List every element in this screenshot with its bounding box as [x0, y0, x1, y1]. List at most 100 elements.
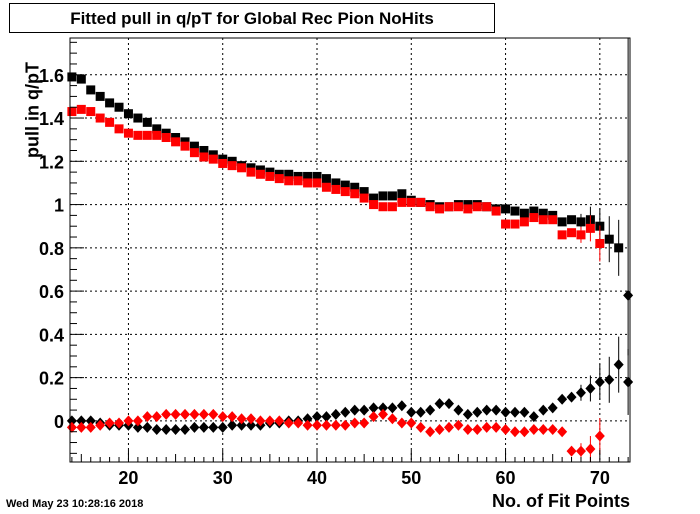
data-point	[331, 178, 341, 188]
chart-title: Fitted pull in q/pT for Global Rec Pion …	[70, 9, 434, 28]
data-point	[152, 130, 162, 140]
data-point	[538, 424, 549, 436]
data-point	[86, 107, 96, 117]
data-point	[246, 413, 257, 425]
data-point	[208, 154, 218, 164]
data-point	[255, 415, 266, 427]
data-point	[369, 200, 379, 210]
data-point	[255, 169, 265, 179]
data-point	[453, 419, 464, 431]
plot-frame	[69, 37, 631, 463]
data-point	[519, 208, 529, 218]
data-point	[284, 169, 294, 179]
data-point	[105, 98, 115, 108]
data-point	[547, 424, 558, 436]
data-point	[340, 180, 350, 190]
data-point	[519, 217, 529, 227]
data-point	[312, 419, 323, 431]
data-point	[189, 141, 199, 151]
data-point	[236, 413, 247, 425]
data-point	[302, 419, 313, 431]
data-point	[133, 130, 143, 140]
data-point	[227, 411, 238, 423]
y-tick-label: 0.8	[39, 239, 64, 259]
data-point	[472, 424, 483, 436]
data-point	[557, 230, 567, 240]
data-point	[303, 171, 313, 181]
data-point	[435, 204, 445, 214]
data-point	[340, 187, 350, 197]
data-point	[434, 424, 445, 436]
data-point	[397, 197, 407, 207]
data-point	[567, 228, 577, 238]
data-point	[387, 191, 397, 201]
data-point	[406, 406, 417, 418]
data-point	[443, 421, 454, 433]
data-point	[227, 161, 237, 171]
data-point	[472, 406, 483, 418]
y-tick-label: 0.6	[39, 282, 64, 302]
data-point	[368, 402, 379, 414]
data-point	[614, 243, 624, 253]
data-point	[396, 417, 407, 429]
data-point	[566, 445, 577, 457]
data-point	[114, 124, 124, 134]
data-point	[585, 443, 596, 455]
data-point	[462, 408, 473, 420]
y-tick-label: 0.2	[39, 369, 64, 389]
data-point	[161, 133, 171, 143]
data-point	[283, 417, 294, 429]
data-point	[67, 72, 77, 82]
data-point	[85, 415, 96, 427]
data-point	[538, 208, 548, 218]
grid-lines	[70, 38, 630, 462]
data-point	[274, 174, 284, 184]
data-point	[161, 424, 172, 436]
data-point	[312, 171, 322, 181]
data-point	[387, 402, 398, 414]
y-tick-label: 1.4	[39, 109, 64, 129]
title-box: Fitted pull in q/pT for Global Rec Pion …	[9, 3, 495, 33]
data-point	[491, 404, 502, 416]
data-point	[359, 404, 370, 416]
data-point	[321, 174, 331, 184]
data-point	[180, 408, 191, 420]
data-point	[312, 178, 322, 188]
data-point	[76, 421, 87, 433]
data-point	[529, 206, 539, 216]
data-point	[538, 215, 548, 225]
data-point	[105, 117, 115, 127]
data-point	[359, 187, 369, 197]
data-point	[462, 424, 473, 436]
data-point	[246, 419, 257, 431]
data-point	[528, 411, 539, 423]
data-point	[623, 289, 634, 301]
data-point	[133, 113, 143, 123]
data-point	[330, 408, 341, 420]
data-point	[142, 421, 153, 433]
x-tick-label: 30	[213, 468, 233, 488]
data-point	[189, 408, 200, 420]
data-point	[575, 445, 586, 457]
data-point	[199, 152, 209, 162]
data-point	[519, 406, 530, 418]
data-point	[472, 202, 482, 212]
data-point	[463, 204, 473, 214]
data-point	[151, 411, 162, 423]
data-point	[217, 411, 228, 423]
data-point	[95, 113, 105, 123]
data-point	[142, 117, 152, 127]
data-point	[350, 189, 360, 199]
data-point	[66, 421, 77, 433]
y-tick-label: 1	[54, 196, 64, 216]
data-point	[415, 421, 426, 433]
x-tick-label: 70	[590, 468, 610, 488]
data-point	[359, 193, 369, 203]
data-point	[368, 411, 379, 423]
data-point	[208, 408, 219, 420]
data-point	[67, 107, 77, 117]
data-point	[274, 415, 285, 427]
data-point	[359, 417, 370, 429]
data-point	[331, 184, 341, 194]
